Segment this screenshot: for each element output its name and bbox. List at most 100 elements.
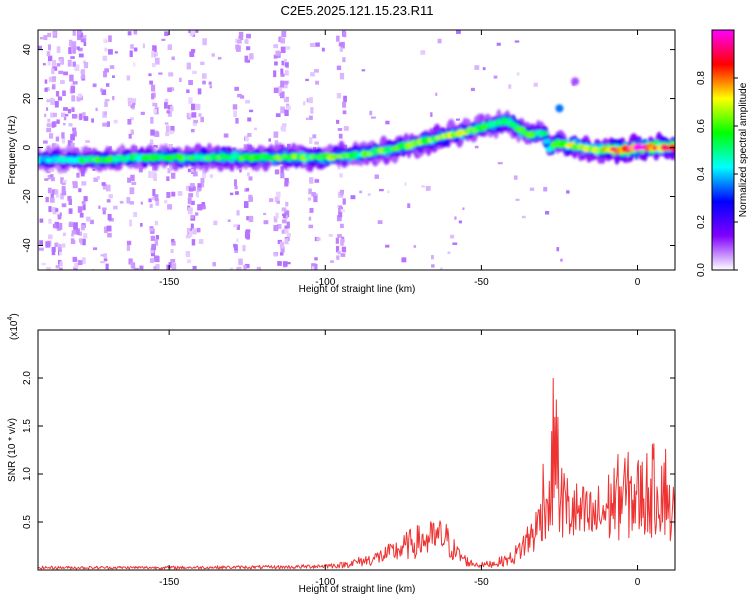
noise-pixel (447, 251, 451, 254)
noise-pixel (191, 103, 196, 111)
noise-pixel (223, 133, 229, 138)
noise-pixel (155, 57, 160, 65)
noise-pixel (104, 47, 108, 52)
noise-pixel (202, 38, 207, 46)
noise-pixel (149, 80, 153, 85)
noise-pixel (105, 145, 109, 149)
noise-pixel (54, 242, 59, 248)
noise-pixel (281, 60, 286, 66)
noise-pixel (149, 258, 155, 264)
x-tick-label: -150 (159, 577, 179, 588)
noise-pixel (421, 185, 425, 188)
noise-pixel (192, 121, 197, 126)
noise-pixel (212, 262, 217, 267)
noise-pixel (350, 195, 356, 200)
noise-pixel (307, 197, 312, 201)
noise-pixel (190, 214, 194, 219)
noise-pixel (76, 96, 81, 102)
noise-pixel (72, 181, 77, 185)
noise-pixel (277, 239, 282, 245)
noise-pixel (81, 201, 86, 205)
noise-pixel (55, 208, 59, 212)
noise-pixel (543, 186, 548, 192)
noise-pixel (151, 50, 155, 58)
noise-pixel (359, 190, 363, 194)
noise-pixel (167, 87, 172, 93)
noise-pixel (337, 165, 341, 170)
noise-pixel (82, 238, 86, 246)
noise-pixel (336, 119, 340, 124)
noise-pixel (387, 190, 390, 194)
noise-pixel (167, 168, 171, 174)
noise-pixel (336, 255, 340, 260)
noise-pixel (61, 182, 66, 186)
noise-pixel (62, 179, 67, 184)
noise-pixel (47, 32, 52, 38)
noise-pixel (217, 56, 222, 60)
noise-pixel (413, 245, 417, 248)
noise-pixel (233, 244, 238, 251)
noise-pixel (248, 215, 254, 223)
noise-pixel (341, 246, 347, 253)
noise-pixel (42, 63, 46, 66)
colorbar-tick-label: 0.4 (696, 167, 707, 181)
noise-pixel (315, 80, 319, 85)
noise-pixel (493, 75, 498, 79)
noise-pixel (78, 231, 83, 236)
noise-pixel (61, 186, 66, 193)
noise-pixel (166, 191, 171, 198)
noise-pixel (45, 241, 51, 248)
noise-pixel (454, 216, 457, 220)
noise-pixel (46, 87, 50, 91)
noise-pixel (44, 113, 47, 118)
noise-pixel (154, 103, 158, 108)
noise-pixel (100, 260, 106, 264)
colorbar-tick-label: 0.2 (696, 215, 707, 229)
noise-pixel (385, 120, 390, 125)
colorbar: 0.0 0.2 0.4 0.6 0.8 Normalized spectral ampl… (696, 29, 749, 277)
noise-pixel (167, 111, 172, 117)
noise-pixel (263, 212, 267, 216)
noise-pixel (108, 194, 113, 199)
noise-pixel (280, 91, 285, 99)
noise-pixel (38, 45, 42, 50)
spectral-blob (555, 104, 564, 113)
noise-pixel (46, 267, 51, 270)
noise-pixel (338, 211, 343, 218)
noise-pixel (133, 30, 138, 35)
noise-pixel (179, 77, 182, 83)
noise-pixel (171, 56, 175, 61)
noise-pixel (516, 72, 520, 76)
noise-pixel (249, 109, 254, 113)
ridge-mark (539, 130, 549, 136)
noise-pixel (148, 73, 152, 77)
noise-pixel (129, 201, 134, 205)
noise-pixel (244, 231, 250, 238)
noise-pixel (280, 46, 286, 53)
noise-pixel (95, 107, 98, 112)
noise-pixel (55, 194, 60, 198)
noise-pixel (275, 113, 281, 118)
noise-pixel (51, 68, 55, 75)
noise-pixel (283, 98, 289, 103)
noise-pixel (309, 97, 313, 104)
noise-pixel (379, 188, 384, 192)
noise-pixel (185, 234, 191, 239)
noise-pixel (61, 137, 66, 144)
noise-pixel (279, 241, 285, 249)
noise-pixel (82, 260, 86, 265)
noise-pixel (529, 187, 535, 191)
noise-pixel (74, 262, 79, 269)
spectrogram-y-axis: -40 -20 0 20 40 (22, 44, 675, 253)
noise-pixel (339, 173, 343, 178)
noise-pixel (431, 255, 434, 260)
noise-pixel (314, 141, 319, 145)
noise-pixel (78, 238, 83, 243)
noise-pixel (342, 57, 346, 63)
noise-pixel (202, 169, 207, 174)
noise-pixel (71, 107, 75, 112)
noise-pixel (213, 220, 218, 226)
noise-pixel (50, 97, 54, 101)
noise-pixel (283, 80, 289, 85)
noise-pixel (170, 258, 176, 263)
